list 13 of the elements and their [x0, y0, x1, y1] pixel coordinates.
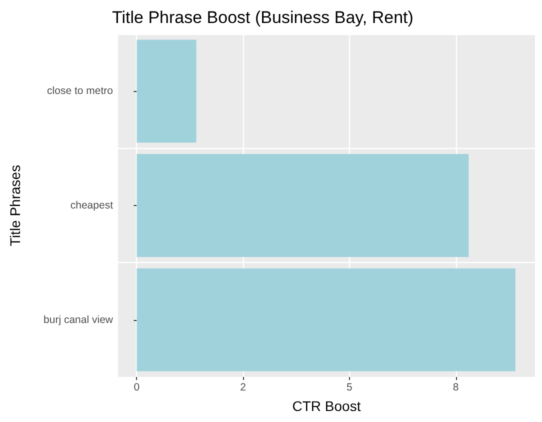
y-tick-label: close to metro: [47, 85, 114, 98]
y-axis-title: Title Phrases: [7, 164, 23, 246]
chart-title: Title Phrase Boost (Business Bay, Rent): [112, 8, 414, 27]
x-tick-label: 2: [240, 382, 246, 394]
y-tick-label: burj canal view: [44, 314, 114, 326]
y-tick-label: cheapest: [70, 200, 114, 212]
x-tick-label: 8: [452, 382, 459, 394]
x-tick-label: 0: [134, 382, 140, 394]
bar: [136, 40, 196, 143]
bar: [136, 268, 516, 372]
x-tick-label: 5: [346, 382, 353, 394]
bar: [136, 154, 469, 257]
x-axis-title: CTR Boost: [292, 398, 361, 414]
